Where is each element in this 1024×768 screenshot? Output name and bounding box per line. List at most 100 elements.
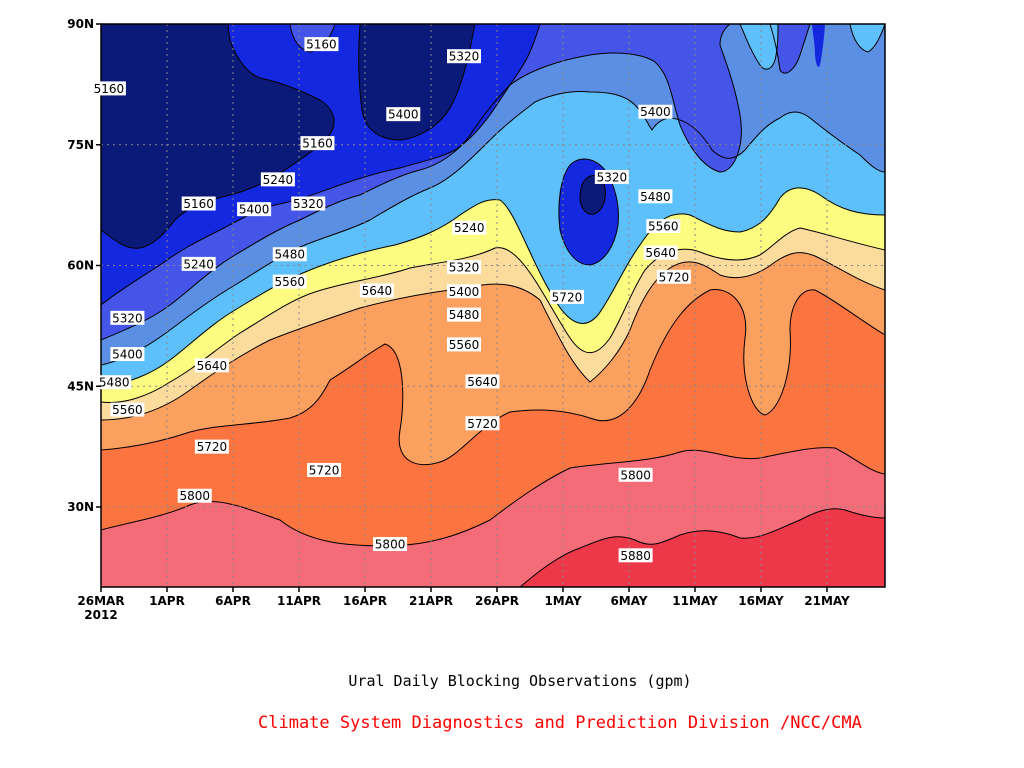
contour-label: 5400 (638, 104, 673, 119)
contour-label-box (447, 337, 481, 352)
contour-label-text: 5160 (94, 82, 125, 96)
contour-label-box (177, 488, 212, 503)
chart-caption: Ural Daily Blocking Observations (gpm) (348, 672, 692, 690)
gridlines (101, 24, 885, 587)
contour-label-text: 5720 (659, 270, 690, 284)
contour-label-text: 5480 (99, 376, 130, 390)
contour-line-5880 (519, 508, 885, 587)
contour-label-box (447, 307, 481, 322)
contour-label-text: 5880 (620, 549, 651, 563)
x-tick-label: 11MAY (672, 594, 718, 608)
contour-label-box (300, 136, 335, 151)
contour-line-north (289, 24, 885, 70)
contour-label: 5560 (646, 219, 681, 234)
x-tick-label: 26MAR (77, 594, 124, 608)
contour-label-text: 5720 (552, 290, 583, 304)
x-tick-label: 21MAY (804, 594, 850, 608)
contour-label: 5640 (643, 245, 678, 260)
contour-label-box (110, 347, 145, 362)
contour-label: 5480 (272, 247, 307, 262)
contour-label-box (618, 467, 653, 482)
y-tick-label: 60N (67, 259, 94, 273)
contour-label-box (272, 247, 307, 262)
contour-label-text: 5800 (179, 489, 210, 503)
contour-line-5800 (101, 447, 885, 547)
contour-label: 5480 (97, 375, 132, 390)
contour-label-text: 5320 (449, 261, 480, 275)
contour-label-text: 5400 (449, 285, 480, 299)
contour-line-5640 (101, 252, 885, 421)
contour-label: 5480 (638, 189, 673, 204)
contour-label-text: 5240 (183, 257, 214, 271)
x-tick-label: 6APR (215, 594, 251, 608)
contour-label: 5400 (237, 202, 272, 217)
contour-label-box (97, 375, 132, 390)
contour-label-box (181, 196, 216, 211)
contour-label-box (386, 107, 421, 122)
contour-label-text: 5480 (274, 248, 305, 262)
contour-label-box (465, 374, 500, 389)
contour-label: 5320 (447, 260, 481, 275)
contour-label: 5880 (618, 548, 653, 563)
contour-label: 5560 (110, 402, 145, 417)
contour-label: 5320 (110, 310, 145, 325)
contour-label-box (447, 260, 481, 275)
contour-label-box (307, 462, 342, 477)
x-tick-label: 16MAY (738, 594, 784, 608)
contour-label: 5320 (291, 196, 326, 211)
contour-label-box (91, 81, 126, 96)
x-tick-label: 11APR (277, 594, 321, 608)
contour-label-text: 5160 (306, 38, 337, 52)
y-tick-label: 30N (67, 500, 94, 514)
contour-label-text: 5640 (645, 246, 676, 260)
contour-label-text: 5320 (293, 197, 324, 211)
contour-label-text: 5560 (274, 275, 305, 289)
contour-label-text: 5320 (597, 170, 628, 184)
contour-labels: 5160 5160 5160 5160 5240 5240 5240 5320 5320 5320… (91, 37, 691, 563)
contour-label-text: 5720 (309, 463, 340, 477)
contour-label: 5320 (447, 49, 481, 64)
contour-label-box (260, 172, 295, 187)
plot-frame (100, 23, 886, 588)
contour-label-box (549, 289, 584, 304)
credit-line: Climate System Diagnostics and Predictio… (258, 713, 862, 733)
contour-label: 5640 (194, 358, 229, 373)
contour-label-box (594, 169, 629, 184)
band-below-5160 (101, 24, 606, 249)
contour-label-text: 5320 (449, 50, 480, 64)
contour-label-box (643, 245, 678, 260)
contour-label: 5720 (465, 416, 500, 431)
contour-label-text: 5560 (648, 220, 679, 234)
x-tick-label: 6MAY (610, 594, 647, 608)
contour-label-box (656, 269, 691, 284)
contour-label: 5400 (386, 107, 421, 122)
contour-label: 5240 (452, 220, 487, 235)
contour-label-text: 5400 (112, 348, 143, 362)
contour-line-5720 (101, 288, 885, 466)
contour-label-box (237, 202, 272, 217)
contour-label-box (359, 283, 394, 298)
contour-label-box (110, 310, 145, 325)
contour-line-5240 (101, 24, 619, 306)
contour-label-text: 5400 (388, 108, 419, 122)
contour-label-box (638, 189, 673, 204)
x-tick-label: 16APR (343, 594, 387, 608)
contour-label-text: 5480 (640, 190, 671, 204)
contour-label-text: 5720 (467, 417, 498, 431)
contour-label-text: 5320 (112, 311, 143, 325)
x-tick-label: 1APR (149, 594, 185, 608)
contour-label-box (452, 220, 487, 235)
contour-label-box (447, 49, 481, 64)
contour-label-box (373, 537, 408, 552)
contour-label: 5720 (307, 462, 342, 477)
contour-label-text: 5800 (620, 468, 651, 482)
contour-label-text: 5240 (263, 173, 294, 187)
contour-label-box (646, 219, 681, 234)
contour-label: 5160 (304, 37, 339, 52)
contour-label-text: 5640 (467, 375, 498, 389)
x-tick-label: 1MAY (544, 594, 581, 608)
contour-label-box (465, 416, 500, 431)
contour-label-text: 5480 (449, 308, 480, 322)
contour-label: 5400 (110, 347, 145, 362)
contour-label-text: 5640 (362, 284, 393, 298)
